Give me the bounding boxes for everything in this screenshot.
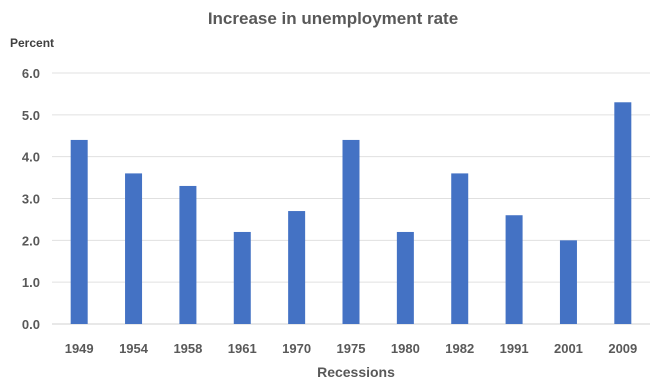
- x-tick-label: 1980: [391, 341, 420, 356]
- bar-2009: [614, 102, 632, 325]
- x-axis-ticks: 1949 1954 1958 1961 1970 1975 1980 1982 1991 2001…: [65, 341, 638, 356]
- x-tick-label: 1970: [282, 341, 311, 356]
- y-tick-label: 3.0: [22, 192, 40, 207]
- bar-1982: [451, 173, 469, 324]
- bar-1961: [233, 231, 251, 324]
- bar-1958: [179, 185, 197, 324]
- y-axis-label: Percent: [10, 36, 54, 50]
- x-tick-label: 1961: [228, 341, 257, 356]
- y-tick-label: 5.0: [22, 108, 40, 123]
- x-tick-label: 1991: [500, 341, 529, 356]
- x-tick-label: 1982: [445, 341, 474, 356]
- x-tick-label: 1958: [173, 341, 202, 356]
- bars: [70, 102, 632, 325]
- y-tick-label: 2.0: [22, 233, 40, 248]
- bar-1980: [396, 231, 414, 324]
- bar-1970: [288, 211, 306, 324]
- x-tick-label: 1975: [337, 341, 366, 356]
- y-tick-label: 4.0: [22, 150, 40, 165]
- y-tick-label: 0.0: [22, 317, 40, 332]
- bar-1949: [70, 139, 88, 324]
- y-tick-label: 1.0: [22, 275, 40, 290]
- bar-1991: [505, 215, 523, 324]
- bar-1975: [342, 139, 360, 324]
- x-tick-label: 1954: [119, 341, 149, 356]
- bar-2001: [559, 240, 577, 324]
- bar-1954: [125, 173, 143, 324]
- x-tick-label: 2009: [608, 341, 637, 356]
- y-tick-label: 6.0: [22, 66, 40, 81]
- y-axis-ticks: 0.0 1.0 2.0 3.0 4.0 5.0 6.0: [22, 66, 40, 332]
- x-tick-label: 2001: [554, 341, 583, 356]
- chart-title: Increase in unemployment rate: [208, 9, 458, 28]
- x-tick-label: 1949: [65, 341, 94, 356]
- x-axis-title: Recessions: [317, 364, 395, 380]
